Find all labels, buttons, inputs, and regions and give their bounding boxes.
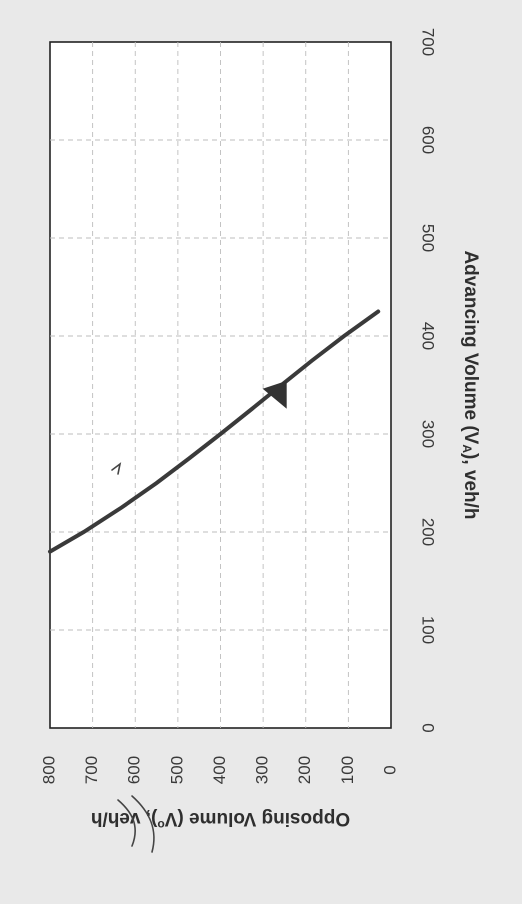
tick-label-opposing: 800 [39, 756, 58, 784]
handwritten-mark [131, 795, 155, 853]
tick-label-advancing: 300 [419, 420, 438, 448]
curve-line [48, 309, 381, 554]
y-axis-title: Opposing Volume (Vo), veh/h [91, 808, 350, 832]
tick-label-opposing: 300 [253, 756, 272, 784]
tick-label-opposing: 500 [167, 756, 186, 784]
tick-label-advancing: 200 [419, 518, 438, 546]
grid-layer [50, 42, 391, 728]
tick-label-advancing: 600 [419, 126, 438, 154]
axis-titles: Advancing Volume (VA), veh/h Opposing Vol… [91, 250, 481, 831]
tick-label-opposing: 200 [295, 756, 314, 784]
tick-label-opposing: 600 [125, 756, 144, 784]
x-axis-title: Advancing Volume (VA), veh/h [460, 250, 481, 519]
tick-label-advancing: 500 [419, 224, 438, 252]
tick-label-advancing: 0 [419, 723, 438, 732]
tick-label-advancing: 100 [419, 616, 438, 644]
tick-label-opposing: 100 [338, 756, 357, 784]
tick-label-opposing: 400 [210, 756, 229, 784]
tick-label-advancing: 400 [419, 322, 438, 350]
tick-label-opposing: 700 [82, 756, 101, 784]
triangle-marker [262, 380, 287, 409]
tick-label-advancing: 700 [419, 28, 438, 56]
tick-labels: 0 100 200 300 400 500 600 700 800 0 100 200 300 400 50… [39, 28, 437, 784]
handwritten-mark [117, 799, 136, 847]
tick-label-opposing: 0 [380, 765, 399, 774]
data-layer [48, 309, 381, 554]
handwritten-mark [111, 462, 122, 475]
